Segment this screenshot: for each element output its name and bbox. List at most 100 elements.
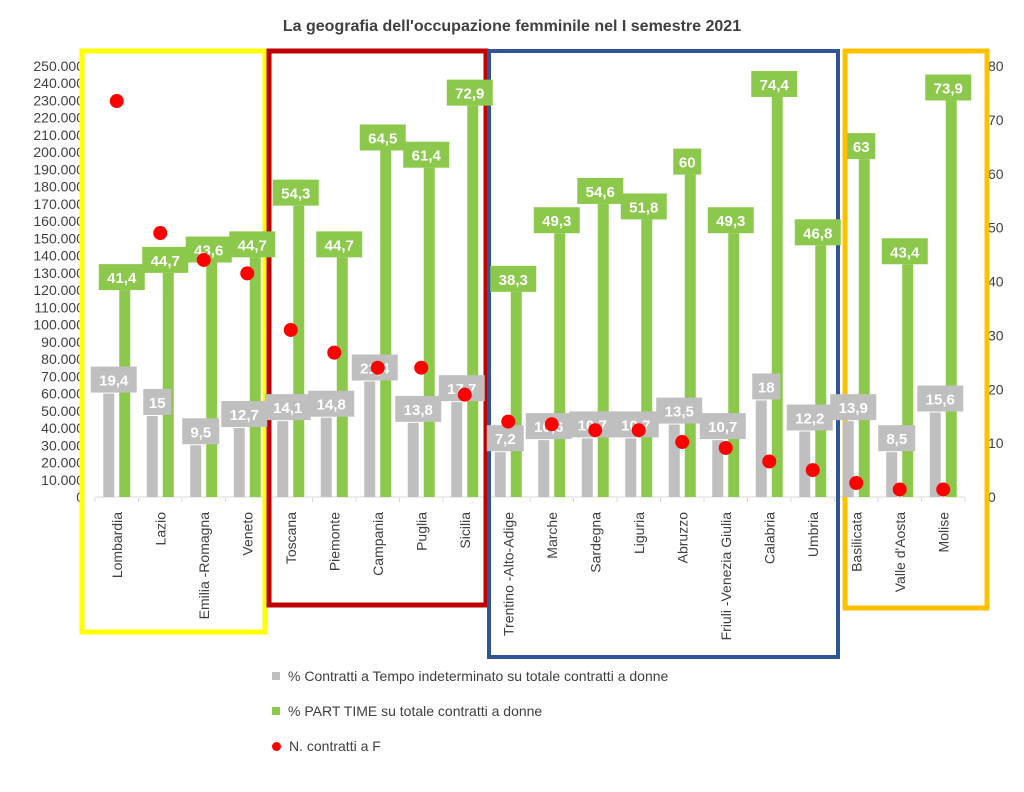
right-axis-tick-label: 40	[988, 274, 1004, 290]
part-time-data-label-bg	[847, 133, 876, 160]
left-axis-tick-label: 220.000	[33, 110, 84, 126]
left-axis-tick-label: 70.000	[41, 368, 84, 384]
left-axis-tick-label: 110.000	[34, 299, 84, 315]
bar-tempo-indeterminato	[842, 421, 854, 497]
contratti-point	[283, 322, 298, 337]
bar-part-time	[641, 219, 653, 497]
legend-label-contratti: N. contratti a F	[289, 738, 381, 754]
bar-tempo-indeterminato	[190, 445, 202, 497]
category-label: Trentino -Alto-Adige	[500, 512, 516, 636]
left-axis-tick-label: 120.000	[33, 282, 84, 298]
part-time-data-label: 44,7	[325, 237, 354, 254]
tempo-indeterminato-data-label-bg	[143, 388, 172, 415]
tempo-indeterminato-data-label: 12,7	[230, 407, 259, 424]
category-label: Valle d'Aosta	[892, 512, 908, 592]
bar-part-time	[293, 205, 305, 498]
category-label: Umbria	[805, 512, 821, 557]
left-axis-tick-label: 230.000	[33, 92, 84, 108]
legend-item-tempo-indeterminato: % Contratti a Tempo indeterminato su tot…	[272, 668, 668, 684]
category-label: Sicilia	[457, 512, 473, 549]
bar-part-time	[945, 100, 957, 497]
bar-part-time	[249, 257, 261, 497]
bar-tempo-indeterminato	[146, 415, 158, 497]
tempo-indeterminato-data-label-bg	[878, 425, 916, 452]
category-label: Campania	[370, 512, 386, 576]
tempo-indeterminato-data-label-bg	[786, 404, 833, 431]
part-time-data-label-bg	[142, 246, 189, 273]
part-time-data-label-bg	[403, 141, 450, 168]
left-axis-tick-label: 40.000	[41, 420, 84, 436]
part-time-data-label: 46,8	[803, 225, 832, 242]
bar-tempo-indeterminato	[233, 428, 245, 497]
bar-part-time	[684, 174, 696, 497]
bar-tempo-indeterminato	[320, 417, 332, 497]
tempo-indeterminato-data-label: 15	[149, 395, 166, 412]
right-axis-tick-label: 0	[988, 489, 996, 505]
part-time-data-label-bg	[577, 177, 624, 204]
left-axis-tick-label: 130.000	[33, 265, 84, 281]
bar-part-time	[858, 159, 870, 497]
left-axis-tick-label: 60.000	[41, 386, 84, 402]
bar-part-time	[815, 245, 827, 497]
tempo-indeterminato-data-label: 7,2	[495, 431, 516, 448]
bar-tempo-indeterminato	[625, 438, 637, 497]
bar-part-time	[162, 272, 174, 497]
tempo-indeterminato-data-label: 13,5	[665, 404, 694, 421]
part-time-data-label: 74,4	[760, 77, 790, 94]
category-label: Veneto	[239, 512, 255, 556]
bar-tempo-indeterminato	[581, 438, 593, 497]
part-time-data-label-bg	[707, 207, 754, 234]
part-time-data-label: 60	[679, 155, 696, 172]
bar-tempo-indeterminato	[364, 381, 376, 497]
legend-swatch-green	[272, 707, 280, 715]
right-axis-tick-label: 60	[988, 166, 1004, 182]
category-label: Puglia	[413, 512, 429, 551]
legend-item-part-time: % PART TIME su totale contratti a donne	[272, 703, 542, 719]
left-axis-tick-label: 10.000	[41, 472, 84, 488]
tempo-indeterminato-data-label: 10,7	[708, 419, 737, 436]
bar-part-time	[380, 150, 392, 497]
part-time-data-label-bg	[490, 265, 537, 292]
tempo-indeterminato-data-label-bg	[308, 390, 355, 417]
right-axis-tick-label: 30	[988, 327, 1004, 343]
tempo-indeterminato-data-label: 14,1	[273, 400, 302, 417]
tempo-indeterminato-data-label-bg	[182, 418, 220, 445]
tempo-indeterminato-data-label-bg	[90, 366, 137, 393]
category-label: Sardegna	[587, 512, 603, 573]
bar-part-time	[597, 203, 609, 498]
bar-tempo-indeterminato	[494, 452, 506, 497]
contratti-point	[153, 226, 168, 241]
contratti-point	[240, 266, 255, 281]
part-time-data-label: 73,9	[934, 80, 963, 97]
contratti-point	[414, 360, 429, 375]
part-time-data-label: 51,8	[629, 199, 658, 216]
category-label: Friuli -Venezia Giulia	[718, 512, 734, 641]
bar-tempo-indeterminato	[799, 431, 811, 497]
part-time-data-label-bg	[98, 264, 145, 291]
part-time-data-label-bg	[272, 179, 319, 206]
bar-part-time	[206, 262, 218, 497]
left-axis-tick-label: 80.000	[41, 351, 84, 367]
tempo-indeterminato-data-label: 19,4	[99, 373, 129, 390]
bar-part-time	[336, 257, 348, 497]
part-time-data-label-bg	[533, 207, 580, 234]
tempo-indeterminato-data-label: 9,5	[190, 424, 211, 441]
part-time-data-label-bg	[446, 79, 493, 106]
right-axis-tick-label: 10	[988, 435, 1004, 451]
part-time-data-label: 49,3	[716, 213, 745, 230]
part-time-data-label-bg	[620, 193, 667, 220]
left-axis-tick-label: 140.000	[33, 248, 84, 264]
contratti-point	[762, 454, 777, 469]
region-group-frame	[487, 49, 840, 659]
tempo-indeterminato-data-label-bg	[221, 401, 268, 428]
bar-part-time	[467, 105, 479, 497]
part-time-data-label-bg	[881, 238, 928, 265]
right-axis-tick-label: 70	[988, 112, 1004, 128]
category-label: Liguria	[631, 512, 647, 554]
bar-tempo-indeterminato	[451, 402, 463, 497]
left-axis-tick-label: 50.000	[41, 403, 84, 419]
legend-label-part-time: % PART TIME su totale contratti a donne	[288, 703, 543, 719]
tempo-indeterminato-data-label-bg	[264, 394, 311, 421]
part-time-data-label-bg	[359, 124, 406, 151]
